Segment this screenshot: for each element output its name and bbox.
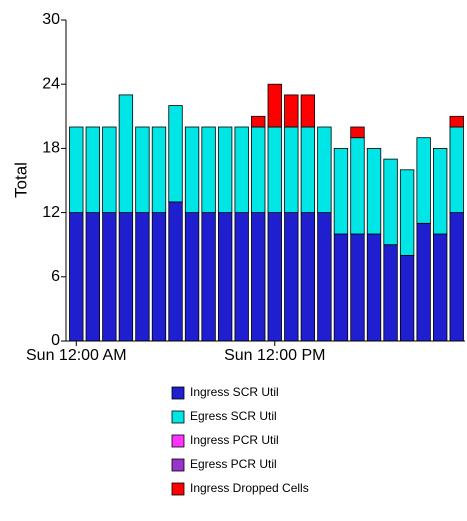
bar-segment — [399, 169, 415, 256]
bar-segment — [284, 94, 299, 128]
bar-segment — [234, 126, 249, 213]
bar-segment — [102, 212, 117, 342]
bar-segment — [234, 212, 249, 342]
bar-segment — [350, 137, 365, 235]
bar-segment — [251, 115, 266, 128]
bar-segment — [416, 222, 431, 342]
bar-segment — [333, 147, 349, 235]
bar-segment — [151, 212, 167, 342]
y-tick-label: 0 — [51, 332, 60, 349]
bar-segment — [449, 212, 464, 342]
bar-segment — [416, 137, 431, 224]
bar-segment — [399, 254, 415, 342]
legend-swatch — [171, 410, 185, 424]
y-tick-label: 6 — [51, 268, 60, 285]
bar-segment — [449, 115, 464, 128]
bar-segment — [366, 147, 382, 235]
bar-segment — [433, 147, 448, 235]
bar-segment — [251, 212, 266, 342]
bar-segment — [383, 158, 398, 246]
bar-segment — [251, 126, 266, 213]
legend-label: Egress PCR Util — [190, 457, 277, 471]
bar-segment — [300, 94, 316, 128]
legend-swatch — [171, 458, 185, 472]
bar-segment — [69, 126, 84, 213]
bar-segment — [350, 233, 365, 342]
bar-segment — [383, 244, 398, 342]
bar-segment — [267, 126, 282, 213]
bar-segment — [366, 233, 382, 342]
bar-segment — [449, 126, 464, 213]
legend-swatch — [171, 386, 185, 400]
bar-segment — [333, 233, 349, 342]
y-axis-label: Total — [11, 162, 30, 198]
bar-segment — [69, 212, 84, 342]
y-tick-label: 24 — [42, 75, 60, 92]
bar-segment — [151, 126, 167, 213]
legend-label: Ingress Dropped Cells — [190, 481, 309, 495]
bar-segment — [184, 126, 200, 213]
bar-segment — [201, 126, 216, 213]
bar-segment — [168, 201, 183, 342]
bar-segment — [284, 212, 299, 342]
legend-label: Ingress PCR Util — [190, 433, 279, 447]
bar-segment — [317, 126, 332, 213]
bar-segment — [300, 212, 316, 342]
bar-segment — [85, 212, 100, 342]
legend-swatch — [171, 482, 185, 496]
bar-segment — [135, 126, 150, 213]
legend-label: Ingress SCR Util — [190, 385, 279, 399]
legend-label: Egress SCR Util — [190, 409, 277, 423]
bar-segment — [267, 212, 282, 342]
legend-swatch — [171, 434, 185, 448]
x-tick-label: Sun 12:00 AM — [26, 347, 127, 364]
bar-segment — [217, 212, 233, 342]
bar-segment — [102, 126, 117, 213]
bar-segment — [168, 105, 183, 203]
bar-segment — [433, 233, 448, 342]
y-tick-label: 18 — [42, 140, 60, 157]
bar-segment — [350, 126, 365, 139]
bar-segment — [284, 126, 299, 213]
bar-segment — [184, 212, 200, 342]
bar-segment — [300, 126, 316, 213]
y-tick-label: 12 — [42, 204, 60, 221]
bar-segment — [85, 126, 100, 213]
bar-segment — [267, 83, 282, 128]
bar-segment — [118, 212, 134, 342]
bar-segment — [118, 94, 134, 213]
bar-segment — [317, 212, 332, 342]
bar-segment — [201, 212, 216, 342]
bar-segment — [135, 212, 150, 342]
bar-segment — [217, 126, 233, 213]
y-tick-label: 30 — [42, 11, 60, 28]
x-tick-label: Sun 12:00 PM — [224, 347, 325, 364]
